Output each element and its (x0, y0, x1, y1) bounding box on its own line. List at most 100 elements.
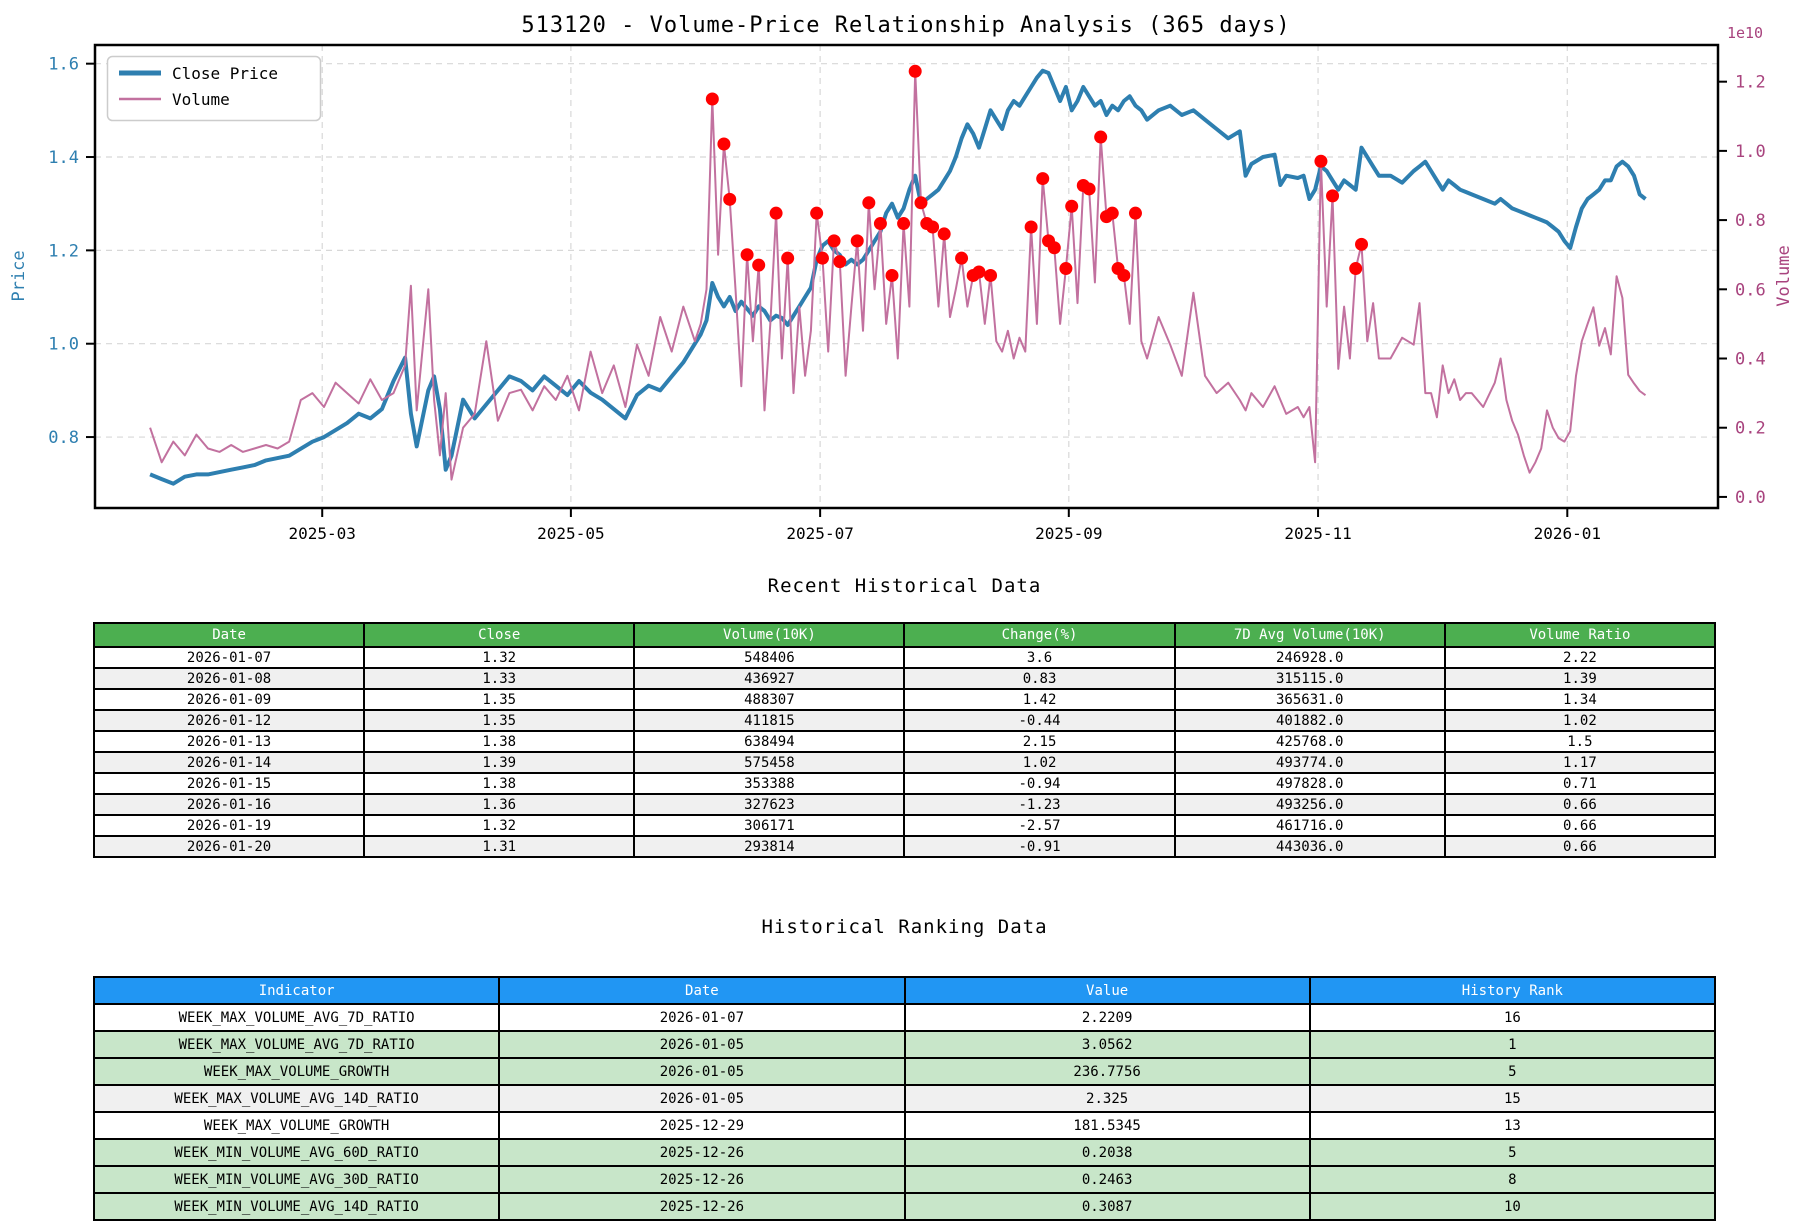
volume-axis-label: Volume (1774, 245, 1794, 306)
table-cell: 1.42 (903, 688, 1176, 711)
volume-spike-dot (833, 255, 847, 269)
table-cell: 1.34 (1443, 688, 1717, 711)
table-cell: 315115.0 (1173, 667, 1446, 690)
volume-tick-label: 0.2 (1735, 419, 1766, 439)
table-cell: 1.17 (1443, 751, 1717, 774)
table-cell: 2.15 (903, 730, 1176, 753)
volume-spike-dot (1047, 241, 1061, 255)
table-cell: 2026-01-08 (92, 667, 366, 690)
column-header: Volume Ratio (1443, 622, 1717, 648)
volume-spike-dot (769, 206, 783, 220)
table-cell: 1.5 (1443, 730, 1717, 753)
table-cell: 488307 (633, 688, 906, 711)
table-cell: 306171 (633, 814, 906, 837)
table-cell: 2026-01-09 (92, 688, 366, 711)
column-header: Indicator (92, 976, 501, 1005)
recent-historical-table: Date Close Volume(10K) Change(%) 7D Avg Volu… (92, 622, 1717, 858)
table-cell: 1.38 (363, 772, 636, 795)
price-axis-label: Price (9, 250, 29, 301)
table-row: WEEK_MAX_VOLUME_GROWTH 2026-01-05 236.7756… (92, 1057, 1717, 1086)
table-cell: 1.38 (363, 730, 636, 753)
volume-spike-dot (972, 265, 986, 279)
offset-label: 1e10 (1727, 24, 1763, 42)
table-cell: 0.66 (1443, 814, 1717, 837)
table-cell: 1.39 (1443, 667, 1717, 690)
table-cell: 575458 (633, 751, 906, 774)
plot-border (93, 43, 1720, 510)
table-cell: 2.2209 (903, 1003, 1311, 1032)
table-row: 2026-01-08 1.33 436927 0.83 315115.0 1.39 (92, 667, 1717, 690)
volume-spike-dot (717, 137, 731, 151)
volume-spike-dot (937, 227, 951, 241)
table-cell: WEEK_MIN_VOLUME_AVG_60D_RATIO (92, 1138, 501, 1167)
column-header: Date (92, 622, 366, 648)
table-row: WEEK_MAX_VOLUME_AVG_14D_RATIO 2026-01-05 2… (92, 1084, 1717, 1113)
table-cell: -1.23 (903, 793, 1176, 816)
table-cell: 0.2038 (903, 1138, 1311, 1167)
volume-spike-dot (1059, 262, 1073, 276)
table-cell: WEEK_MAX_VOLUME_GROWTH (92, 1057, 501, 1086)
table-cell: 2026-01-15 (92, 772, 366, 795)
price-tick-label: 0.8 (48, 428, 79, 448)
table-row: WEEK_MAX_VOLUME_GROWTH 2025-12-29 181.5345… (92, 1111, 1717, 1140)
table-cell: 1 (1308, 1030, 1717, 1059)
table-cell: 2026-01-07 (498, 1003, 906, 1032)
legend-volume-label: Volume (172, 90, 230, 109)
historical-ranking-table: Indicator Date Value History Rank WEEK_MAX_V… (92, 976, 1717, 1221)
volume-spike-dot (781, 251, 795, 265)
table-cell: 1.35 (363, 688, 636, 711)
table-cell: 2026-01-05 (498, 1030, 906, 1059)
section-title-recent: Recent Historical Data (767, 575, 1042, 597)
volume-spike-dot (740, 248, 754, 262)
table-cell: 293814 (633, 835, 906, 858)
table-cell: 411815 (633, 709, 906, 732)
column-header: Volume(10K) (633, 622, 906, 648)
volume-spike-dot (1094, 130, 1108, 144)
volume-spike-dot (1105, 206, 1119, 220)
table-row: 2026-01-20 1.31 293814 -0.91 443036.0 0.66 (92, 835, 1717, 858)
volume-spike-dot (723, 192, 737, 206)
column-header: 7D Avg Volume(10K) (1173, 622, 1446, 648)
table-cell: WEEK_MIN_VOLUME_AVG_14D_RATIO (92, 1192, 501, 1221)
volume-spike-dot (926, 220, 940, 234)
column-header: Value (903, 976, 1311, 1005)
table-cell: -0.44 (903, 709, 1176, 732)
table-row: WEEK_MAX_VOLUME_AVG_7D_RATIO 2026-01-07 2.… (92, 1003, 1717, 1032)
table-cell: 2026-01-05 (498, 1057, 906, 1086)
table-row: WEEK_MIN_VOLUME_AVG_30D_RATIO 2025-12-26 0… (92, 1165, 1717, 1194)
table-cell: WEEK_MIN_VOLUME_AVG_30D_RATIO (92, 1165, 501, 1194)
volume-spike-dots (705, 64, 1369, 282)
table-cell: 2026-01-07 (92, 646, 366, 669)
table-cell: 5 (1308, 1138, 1717, 1167)
table-row: 2026-01-13 1.38 638494 2.15 425768.0 1.5 (92, 730, 1717, 753)
table-row: 2026-01-09 1.35 488307 1.42 365631.0 1.34 (92, 688, 1717, 711)
table-cell: 2026-01-14 (92, 751, 366, 774)
column-header: Date (498, 976, 906, 1005)
header-row: Date Close Volume(10K) Change(%) 7D Avg Volu… (92, 622, 1717, 648)
series-lines (149, 64, 1647, 486)
close-price-line (149, 68, 1647, 486)
section-title-ranking: Historical Ranking Data (761, 916, 1048, 938)
table-row: WEEK_MIN_VOLUME_AVG_60D_RATIO 2025-12-26 0… (92, 1138, 1717, 1167)
table-row: 2026-01-07 1.32 548406 3.6 246928.0 2.22 (92, 646, 1717, 669)
table-cell: 236.7756 (903, 1057, 1311, 1086)
table-cell: -0.91 (903, 835, 1176, 858)
volume-spike-dot (1314, 154, 1328, 168)
table-cell: 461716.0 (1173, 814, 1446, 837)
table-cell: 443036.0 (1173, 835, 1446, 858)
table-cell: 2026-01-19 (92, 814, 366, 837)
table-cell: 13 (1308, 1111, 1717, 1140)
date-tick-label: 2025-05 (537, 524, 604, 543)
table-cell: 3.0562 (903, 1030, 1311, 1059)
date-tick-label: 2025-07 (786, 524, 853, 543)
table-row: WEEK_MAX_VOLUME_AVG_7D_RATIO 2026-01-05 3.… (92, 1030, 1717, 1059)
header-row: Indicator Date Value History Rank (92, 976, 1717, 1005)
table-cell: 0.71 (1443, 772, 1717, 795)
date-tick-label: 2025-11 (1284, 524, 1351, 543)
table-cell: 2.22 (1443, 646, 1717, 669)
table-cell: 1.33 (363, 667, 636, 690)
table-row: WEEK_MIN_VOLUME_AVG_14D_RATIO 2025-12-26 0… (92, 1192, 1717, 1221)
volume-spike-dot (1036, 172, 1050, 186)
volume-spike-dot (752, 258, 766, 272)
legend-close-price-label: Close Price (172, 64, 278, 83)
